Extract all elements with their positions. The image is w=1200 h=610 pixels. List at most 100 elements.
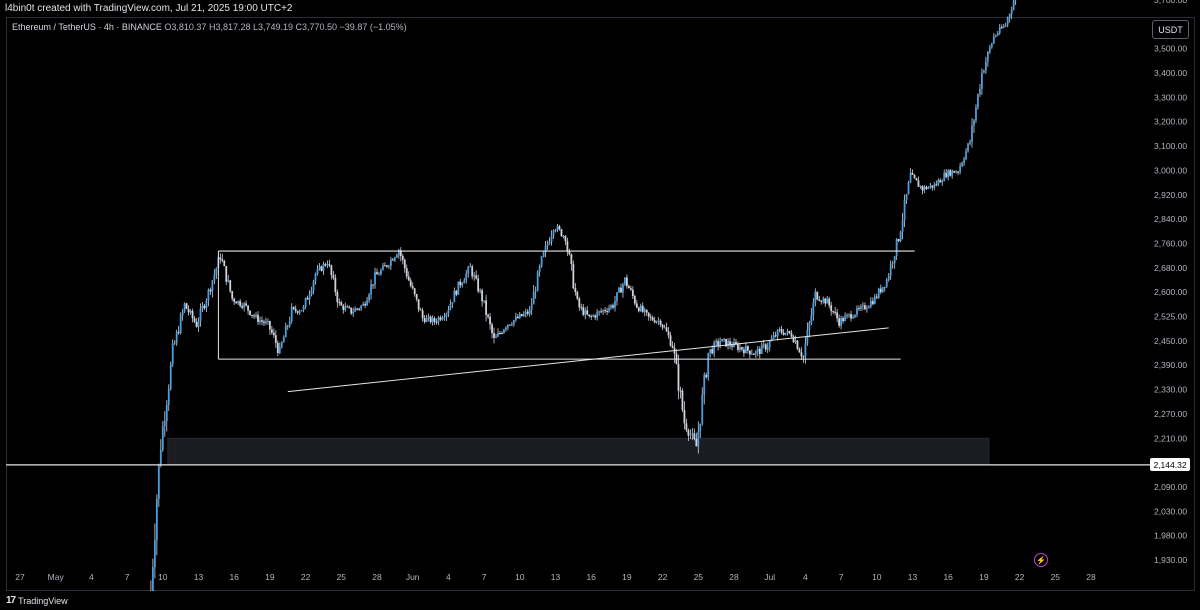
candle-body [225,266,228,282]
candle-body [552,230,555,236]
candle-body [320,266,323,271]
candle-body [237,300,240,304]
candle-body [253,315,255,317]
candle-body [380,269,382,275]
price-axis[interactable]: 1,930.001,980.002,030.002,090.002,150.00… [1154,0,1187,565]
candle-body [183,303,186,312]
candle-body [405,268,408,277]
price-tick-label: 3,500.00 [1154,44,1187,54]
candle-body [961,163,963,167]
candle-body [336,291,339,303]
candle-body [858,308,860,310]
price-tick-label: 1,980.00 [1154,531,1187,541]
candle-body [364,303,366,306]
candle-body [530,304,533,310]
candle-body [374,272,376,285]
candle-body [368,294,370,301]
symbol-legend: Ethereum / TetherUS · 4h · BINANCE O3,81… [12,22,407,32]
candle-body [996,33,999,36]
candle-body [241,305,244,308]
currency-button[interactable]: USDT [1152,20,1189,39]
candle-body [846,314,848,317]
candle-body [151,567,154,592]
price-tick-label: 3,100.00 [1154,141,1187,151]
candle-body [631,289,634,297]
candle-body [580,307,583,309]
candle-body [485,300,487,315]
candle-body [481,290,484,302]
candle-body [641,305,644,312]
price-tick-label: 2,600.00 [1154,287,1187,297]
candle-body [677,363,680,391]
candle-body [992,36,995,44]
candle-body [342,305,345,310]
candle-body [177,332,180,334]
candle-body [887,275,890,280]
candle-body [269,321,271,330]
candle-body [624,277,626,285]
candle-body [261,320,263,322]
lightning-bolt-icon[interactable]: ⚡ [1034,553,1048,567]
candle-body [334,277,337,292]
candle-body [475,275,478,279]
candle-body [588,314,591,317]
candle-body [864,305,866,310]
candle-body [925,186,928,189]
top-bar: l4bin0t created with TradingView.com, Ju… [0,0,1200,17]
candle-body [437,317,440,323]
candle-body [560,229,563,237]
candle-body [508,324,511,326]
candle-body [830,305,833,312]
candle-body [546,243,549,246]
candle-body [639,305,642,312]
drawings-layer[interactable] [6,0,1150,466]
tradingview-logo[interactable]: 17 TradingView [6,595,68,606]
time-tick-label: 13 [908,572,918,582]
time-tick-label: 7 [125,572,130,582]
ohlc-values: O3,810.37 H3,817.28 L3,749.19 C3,770.50 … [164,22,407,32]
candle-body [941,181,944,183]
candle-body [415,294,418,300]
candle-body [903,200,906,221]
candle-body [715,340,718,343]
candle-body [647,312,650,317]
candle-body [889,264,892,276]
candle-body [463,280,466,284]
candle-body [792,336,795,343]
candle-body [602,310,604,312]
candle-body [766,347,769,350]
candle-body [764,344,767,350]
time-axis[interactable]: 27 May 4 7 10 13 16 19 22 25 28 Jun 4 7 10 13 16 19 22 25 28… [15,572,1096,582]
candle-body [945,172,948,178]
candle-body [832,311,835,313]
candle-body [471,266,474,277]
candle-body [503,329,505,334]
price-tick-label: 2,680.00 [1154,263,1187,273]
candle-body [465,273,468,281]
candle-body [386,265,388,267]
candle-body [804,343,807,357]
candle-body [758,348,761,354]
candle-body [923,186,926,191]
candle-body [705,374,708,378]
candle-body [802,356,805,358]
price-tick-label: 2,920.00 [1154,190,1187,200]
candle-body [326,264,329,266]
candle-body [399,250,402,257]
candle-body [411,286,414,289]
candle-body [308,294,311,300]
candle-body [461,283,464,286]
candle-body [663,327,666,329]
candle-body [441,318,444,320]
candle-body [586,310,589,315]
candle-body [397,250,400,256]
symbol-name[interactable]: Ethereum / TetherUS · 4h · BINANCE [12,22,162,32]
candle-body [850,314,852,319]
candle-body [618,287,620,293]
candle-body [612,305,614,308]
candle-body [538,266,541,273]
candle-body [489,316,491,325]
candle-body [867,306,870,309]
candle-body [298,311,301,313]
